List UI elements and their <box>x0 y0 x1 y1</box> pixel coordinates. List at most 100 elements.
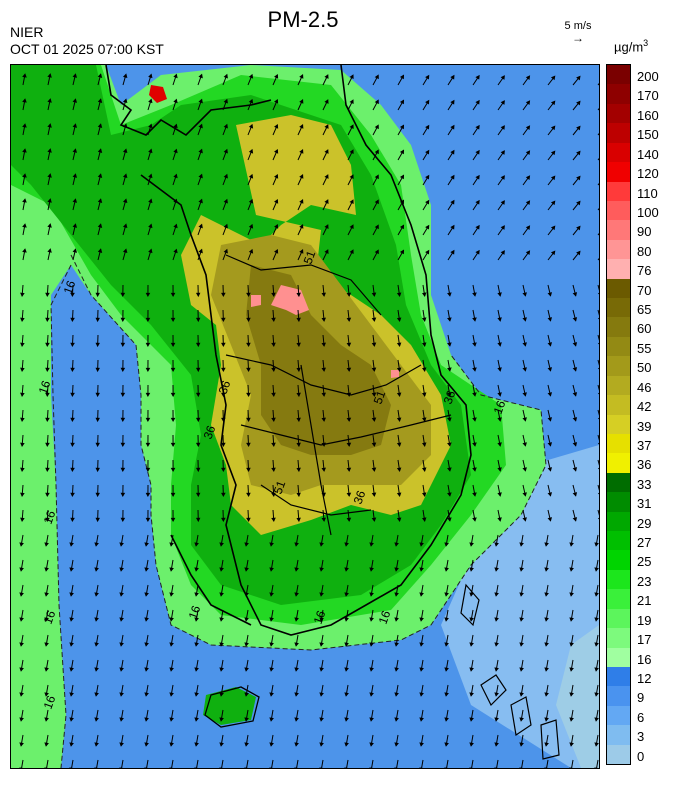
legend-swatch <box>607 239 630 260</box>
wind-arrow-head <box>519 617 524 622</box>
wind-arrow-head <box>94 742 99 747</box>
sea-light-area <box>441 445 599 768</box>
wind-arrow-head <box>20 317 25 323</box>
wind-arrow-head <box>299 149 304 154</box>
wind-arrow-head <box>22 73 27 78</box>
wind-arrow-head <box>369 617 374 622</box>
wind-arrow-head <box>422 292 427 297</box>
wind-arrow-head <box>544 692 549 697</box>
wind-arrow-head <box>399 199 405 205</box>
wind-arrow-head <box>145 317 151 323</box>
wind-arrow-head <box>19 742 24 747</box>
wind-arrow-head <box>447 417 452 422</box>
wind-arrow-head <box>321 342 326 347</box>
wind-arrow <box>121 759 124 768</box>
wind-arrow-head <box>594 567 599 572</box>
wind-arrow-head <box>219 567 224 572</box>
wind-arrow-head <box>271 317 276 323</box>
wind-arrow-head <box>500 75 505 80</box>
wind-arrow-head <box>422 442 427 447</box>
wind-arrow-head <box>244 667 249 672</box>
wind-arrow-head <box>194 692 199 697</box>
wind-arrow-head <box>299 74 304 79</box>
wind-arrow-head <box>469 592 474 597</box>
contour-label: 16 <box>61 278 79 296</box>
wind-arrow-head <box>246 292 251 298</box>
wind-arrow-head <box>371 392 377 397</box>
wind-arrow-head <box>525 75 531 81</box>
wind-arrow-head <box>294 742 299 747</box>
wind-arrow-head <box>246 317 251 323</box>
wind-arrow-head <box>148 198 153 204</box>
wind-arrow-head <box>396 492 402 497</box>
wind-arrow-head <box>47 123 52 128</box>
wind-arrow-head <box>419 667 424 672</box>
wind-arrow-head <box>349 149 354 155</box>
legend-swatch <box>607 492 630 513</box>
wind-arrow-head <box>394 642 399 647</box>
wind-arrow-head <box>44 642 49 647</box>
wind-arrow-head <box>525 125 531 131</box>
wind-arrow-head <box>269 617 274 622</box>
wind-arrow-head <box>547 292 553 297</box>
wind-arrow-head <box>244 617 249 622</box>
wind-arrow-head <box>72 98 78 103</box>
wind-arrow-head <box>447 392 452 397</box>
unit-base: µg/m <box>614 39 644 55</box>
wind-arrow-head <box>519 567 524 572</box>
wind-arrow-head <box>497 442 502 447</box>
legend-label: 33 <box>637 476 652 492</box>
wind-arrow-head <box>120 317 126 323</box>
wind-arrow-head <box>274 98 279 104</box>
wind-arrow-head <box>195 417 201 423</box>
wind-arrow-head <box>394 617 399 622</box>
wind-arrow-head <box>399 124 405 130</box>
wind-arrow-head <box>47 148 52 153</box>
wind-arrow-head <box>47 173 52 178</box>
wind-arrow-head <box>94 592 99 597</box>
wind-arrow-head <box>248 198 254 204</box>
wind-arrow-head <box>145 342 151 348</box>
wind-arrow-head <box>374 74 379 80</box>
wind-arrow-head <box>569 542 574 547</box>
wind-arrow-head <box>244 717 249 722</box>
wind-arrow-head <box>344 667 349 672</box>
wind-arrow-head <box>173 248 178 254</box>
wind-arrow-head <box>169 592 174 597</box>
wind-arrow-head <box>299 224 304 229</box>
wind-arrow-head <box>198 173 203 179</box>
wind-arrow-head <box>576 150 581 156</box>
wind-arrow-head <box>572 492 578 497</box>
wind-arrow-head <box>94 692 99 697</box>
wind-arrow-head <box>244 692 249 697</box>
wind-arrow-head <box>572 292 578 297</box>
wind-arrow-head <box>522 392 527 397</box>
wind-arrow-head <box>319 617 324 622</box>
wind-arrow-head <box>170 442 176 448</box>
legend-swatch <box>607 511 630 532</box>
wind-arrow-head <box>346 467 352 472</box>
wind-arrow-head <box>472 492 477 497</box>
wind-arrow-head <box>20 492 25 498</box>
wind-arrow-head <box>221 392 226 398</box>
legend-label: 37 <box>637 437 652 453</box>
wind-arrow-head <box>95 517 100 523</box>
wind-arrow-head <box>469 717 474 722</box>
wind-arrow-head <box>396 342 402 347</box>
wind-arrow-head <box>248 173 254 179</box>
legend-label: 9 <box>637 690 645 706</box>
wind-arrow-head <box>547 467 553 472</box>
legend-swatch <box>607 531 630 551</box>
wind-arrow-head <box>522 342 527 347</box>
wind-arrow-head <box>274 223 279 229</box>
wind-arrow-head <box>422 517 427 522</box>
wind-arrow-head <box>119 642 124 647</box>
pm25-map[interactable]: 16 16 16 16 16 16 16 16 16 36 36 36 36 51 51 51 <box>10 64 600 769</box>
wind-arrow-head <box>97 198 103 204</box>
wind-arrow <box>171 759 174 768</box>
wind-arrow-head <box>525 100 531 106</box>
contour-lines <box>50 254 547 768</box>
legend-swatch <box>607 569 630 590</box>
wind-arrow-head <box>274 248 279 254</box>
wind-arrow-head <box>494 667 499 672</box>
